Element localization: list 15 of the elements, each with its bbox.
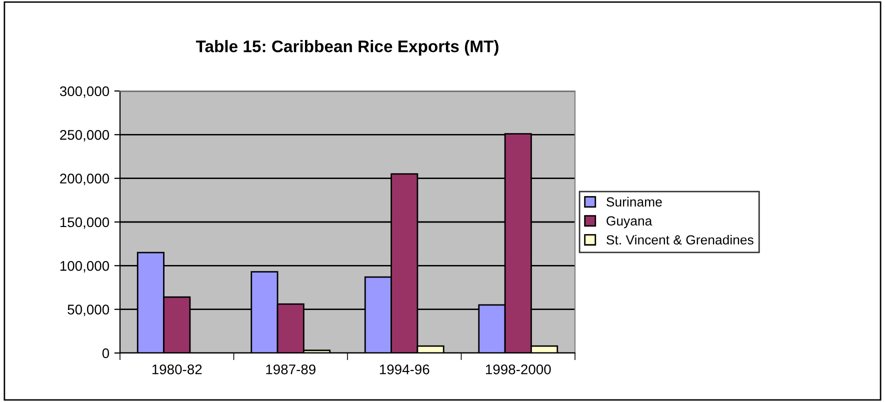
chart-title: Table 15: Caribbean Rice Exports (MT) <box>196 40 498 56</box>
y-tick-label: 100,000 <box>60 261 110 272</box>
y-tick-label: 0 <box>102 348 110 358</box>
y-tick-label: 300,000 <box>60 86 110 98</box>
y-tick-label: 250,000 <box>60 130 110 142</box>
legend-label: St. Vincent & Grenadines <box>606 234 754 245</box>
y-tick-label: 200,000 <box>60 174 110 186</box>
y-tick-label: 150,000 <box>60 217 110 229</box>
legend-label: Guyana <box>606 216 652 228</box>
x-tick-label: 1987-89 <box>266 364 316 374</box>
legend-label: Suriname <box>606 196 662 207</box>
x-tick-label: 1998-2000 <box>486 364 551 374</box>
x-tick-label: 1980-82 <box>152 364 202 374</box>
x-tick-label: 1994-96 <box>380 364 430 374</box>
y-tick-label: 50,000 <box>68 304 110 316</box>
